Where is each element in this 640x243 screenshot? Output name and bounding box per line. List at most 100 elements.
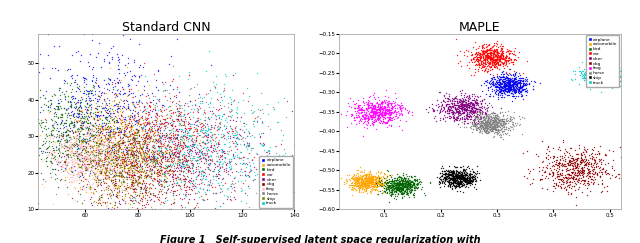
Point [559,162,570,166]
Point [75,123,85,127]
Point [71,104,81,108]
Point [92,159,102,163]
Point [459,167,469,171]
Point [344,183,355,187]
Point [456,100,467,104]
Point [87,163,97,167]
Point [593,69,604,73]
Point [161,123,172,127]
Point [136,129,147,133]
Point [225,157,235,161]
Point [123,93,133,97]
Point [595,144,605,148]
Point [120,147,130,151]
Point [247,146,257,150]
Point [480,111,490,115]
Point [500,122,510,126]
Point [172,144,182,148]
Point [607,71,617,75]
Point [131,148,141,152]
Point [621,76,632,80]
Point [490,113,500,117]
Point [373,169,383,173]
Point [49,153,59,156]
Point [75,100,85,104]
Point [563,185,573,189]
Point [352,181,362,185]
Point [580,178,591,182]
Point [75,168,85,172]
Point [196,151,206,155]
Point [479,119,490,123]
Point [563,161,573,165]
Point [484,125,494,129]
Point [125,133,135,137]
Point [93,148,104,152]
Point [148,102,158,106]
Point [81,138,91,141]
Point [440,176,450,180]
Point [143,154,154,158]
Point [589,72,599,76]
Point [470,52,481,56]
Point [172,188,182,192]
Point [61,164,71,168]
Point [17,187,28,191]
Point [496,47,506,51]
Point [489,120,499,124]
Point [72,172,82,175]
Point [495,77,505,81]
Point [115,154,125,158]
Point [600,65,611,69]
Point [172,169,182,173]
Point [543,145,554,149]
Point [605,70,615,74]
Point [451,117,461,121]
Point [48,156,58,160]
Point [358,184,369,188]
Point [218,189,228,192]
Point [465,108,476,112]
Point [474,58,484,62]
Point [44,110,54,114]
Point [394,180,404,184]
Point [108,180,118,184]
Point [454,185,465,189]
Point [442,174,452,178]
Point [114,130,124,134]
Point [503,83,513,87]
Point [615,69,625,73]
Point [461,94,472,98]
Point [150,129,160,132]
Point [138,152,148,156]
Point [100,132,111,136]
Point [498,61,508,65]
Point [119,132,129,136]
Point [458,99,468,103]
Point [536,173,547,177]
Point [205,127,216,131]
Point [371,185,381,189]
Point [607,164,617,168]
Point [204,165,214,169]
Point [84,98,94,102]
Point [107,58,117,61]
Point [499,79,509,83]
Point [108,134,118,138]
Point [468,179,478,182]
Point [82,152,92,156]
Point [116,129,126,133]
Point [195,157,205,161]
Point [387,188,397,192]
Point [128,135,138,139]
Point [148,132,159,136]
Point [360,186,370,190]
Point [400,177,410,181]
Point [496,123,506,127]
Point [132,139,143,143]
Point [136,129,147,133]
Point [400,184,410,188]
Point [509,69,520,73]
Point [359,181,369,185]
Point [149,156,159,160]
